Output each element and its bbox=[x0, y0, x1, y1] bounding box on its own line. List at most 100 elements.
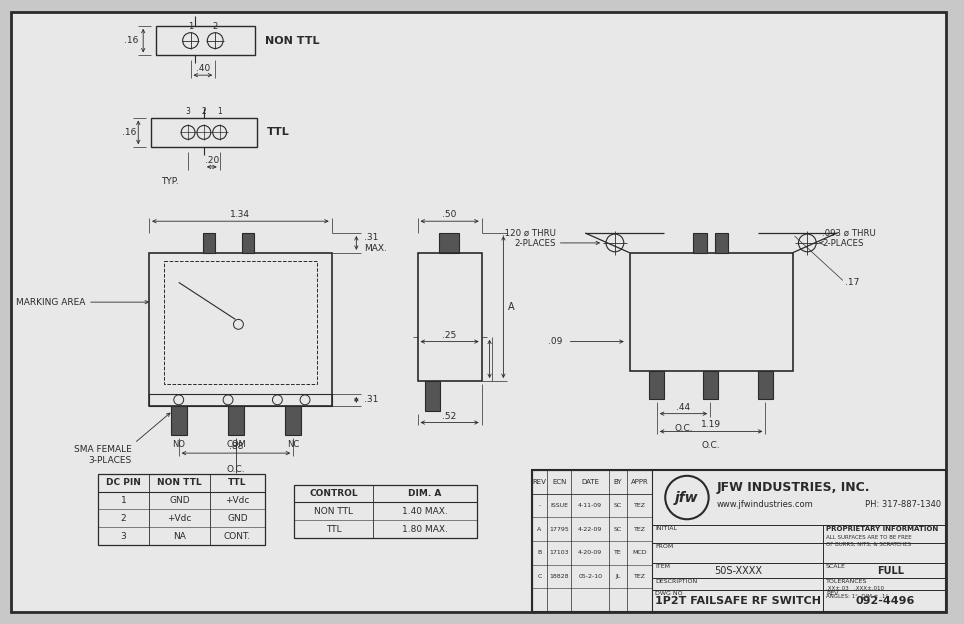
Text: TEZ: TEZ bbox=[633, 503, 646, 508]
Text: CONTROL: CONTROL bbox=[309, 489, 358, 498]
Text: 3: 3 bbox=[120, 532, 126, 540]
Text: FULL: FULL bbox=[877, 565, 904, 575]
Bar bbox=[294, 485, 477, 538]
Text: 1.80 MAX.: 1.80 MAX. bbox=[402, 525, 448, 534]
Bar bbox=[285, 406, 301, 436]
Text: 1.19: 1.19 bbox=[701, 421, 721, 429]
Text: .XX±.03   .XXX±.010: .XX±.03 .XXX±.010 bbox=[826, 587, 884, 592]
Text: COM: COM bbox=[227, 441, 246, 449]
Text: DC PIN: DC PIN bbox=[106, 478, 141, 487]
Text: A: A bbox=[537, 527, 542, 532]
Text: 2: 2 bbox=[201, 107, 206, 115]
Text: 1: 1 bbox=[217, 107, 222, 115]
Text: .88: .88 bbox=[228, 442, 243, 451]
Text: DESCRIPTION: DESCRIPTION bbox=[656, 580, 698, 585]
Text: 2: 2 bbox=[120, 514, 126, 523]
Bar bbox=[97, 474, 264, 545]
Bar bbox=[425, 381, 441, 411]
Text: INITIAL: INITIAL bbox=[656, 526, 678, 531]
Text: ECN: ECN bbox=[552, 479, 566, 485]
Text: ANGLES: 1°  DIM ± .1°: ANGLES: 1° DIM ± .1° bbox=[826, 594, 888, 599]
Text: BY: BY bbox=[613, 479, 622, 485]
Text: 1: 1 bbox=[120, 496, 126, 505]
Text: MCD: MCD bbox=[632, 550, 647, 555]
Text: C: C bbox=[537, 574, 542, 579]
Text: .44: .44 bbox=[677, 402, 690, 412]
Bar bbox=[703, 371, 717, 399]
Text: DATE: DATE bbox=[581, 479, 600, 485]
Bar bbox=[203, 233, 215, 253]
Text: APPR: APPR bbox=[630, 479, 649, 485]
Text: 1.40 MAX.: 1.40 MAX. bbox=[402, 507, 448, 516]
Text: B: B bbox=[537, 550, 542, 555]
Text: OF BURRS, NITS, & SCRATCHES: OF BURRS, NITS, & SCRATCHES bbox=[826, 542, 911, 547]
Text: .25: .25 bbox=[442, 331, 457, 339]
Text: .16: .16 bbox=[121, 128, 136, 137]
Text: TTL: TTL bbox=[326, 525, 341, 534]
Bar bbox=[164, 261, 317, 384]
Text: .40: .40 bbox=[196, 64, 210, 73]
Bar bbox=[650, 371, 664, 399]
Text: 17795: 17795 bbox=[549, 527, 569, 532]
Text: ITEM: ITEM bbox=[656, 563, 670, 568]
Text: DIM. A: DIM. A bbox=[408, 489, 442, 498]
Bar bbox=[693, 233, 707, 253]
Text: -: - bbox=[538, 503, 541, 508]
Bar bbox=[156, 26, 254, 56]
Text: 1.34: 1.34 bbox=[230, 210, 251, 219]
Text: 2: 2 bbox=[213, 22, 218, 31]
Text: ALL SURFACES ARE TO BE FREE: ALL SURFACES ARE TO BE FREE bbox=[826, 535, 912, 540]
Text: TYP.: TYP. bbox=[161, 177, 178, 186]
Text: 1: 1 bbox=[188, 22, 193, 31]
Text: 4-20-09: 4-20-09 bbox=[578, 550, 602, 555]
Text: CONT.: CONT. bbox=[224, 532, 251, 540]
Text: JL: JL bbox=[615, 574, 621, 579]
Text: TEZ: TEZ bbox=[633, 574, 646, 579]
Text: 05-2-10: 05-2-10 bbox=[578, 574, 602, 579]
Text: NON TTL: NON TTL bbox=[314, 507, 353, 516]
Text: GND: GND bbox=[170, 496, 190, 505]
Text: NO: NO bbox=[173, 441, 185, 449]
Bar bbox=[228, 406, 244, 436]
Text: SMA FEMALE
3-PLACES: SMA FEMALE 3-PLACES bbox=[73, 446, 131, 465]
Bar bbox=[532, 470, 653, 612]
Text: O.C.: O.C. bbox=[227, 465, 245, 474]
Bar bbox=[149, 394, 332, 406]
Text: SC: SC bbox=[614, 503, 622, 508]
Bar bbox=[714, 233, 729, 253]
Text: .16: .16 bbox=[124, 36, 138, 45]
Text: 1P2T FAILSAFE RF SWITCH: 1P2T FAILSAFE RF SWITCH bbox=[655, 596, 820, 606]
Bar bbox=[242, 233, 254, 253]
Text: MARKING AREA: MARKING AREA bbox=[15, 298, 85, 306]
Text: TTL: TTL bbox=[228, 478, 247, 487]
Text: DWG NO: DWG NO bbox=[656, 592, 683, 597]
Text: +Vdc: +Vdc bbox=[226, 496, 250, 505]
Text: GND: GND bbox=[228, 514, 248, 523]
Text: .52: .52 bbox=[442, 412, 457, 421]
Text: NON TTL: NON TTL bbox=[157, 478, 202, 487]
Bar bbox=[758, 371, 773, 399]
Text: 18828: 18828 bbox=[549, 574, 569, 579]
Text: NC: NC bbox=[287, 441, 299, 449]
Text: FROM: FROM bbox=[656, 544, 674, 549]
Text: .09: .09 bbox=[549, 337, 563, 346]
Text: A: A bbox=[508, 302, 515, 312]
Text: O.C.: O.C. bbox=[674, 424, 693, 432]
Text: TTL: TTL bbox=[266, 127, 289, 137]
Text: REV: REV bbox=[826, 592, 839, 597]
Text: JFW INDUSTRIES, INC.: JFW INDUSTRIES, INC. bbox=[716, 481, 870, 494]
Text: TE: TE bbox=[614, 550, 622, 555]
Bar bbox=[417, 253, 482, 381]
Bar bbox=[151, 117, 256, 147]
Text: jfw: jfw bbox=[675, 490, 699, 505]
Text: .093 ø THRU
2-PLACES: .093 ø THRU 2-PLACES bbox=[822, 228, 876, 248]
Text: PROPRIETARY INFORMATION: PROPRIETARY INFORMATION bbox=[826, 526, 938, 532]
Text: ISSUE: ISSUE bbox=[550, 503, 568, 508]
Text: NON TTL: NON TTL bbox=[264, 36, 319, 46]
Text: .31: .31 bbox=[364, 396, 379, 404]
Text: REV: REV bbox=[532, 479, 547, 485]
Text: www.jfwindustries.com: www.jfwindustries.com bbox=[716, 500, 814, 509]
Text: .120 ø THRU
2-PLACES: .120 ø THRU 2-PLACES bbox=[501, 228, 555, 248]
Text: O.C.: O.C. bbox=[702, 441, 720, 451]
Text: 50S-XXXX: 50S-XXXX bbox=[713, 565, 762, 575]
